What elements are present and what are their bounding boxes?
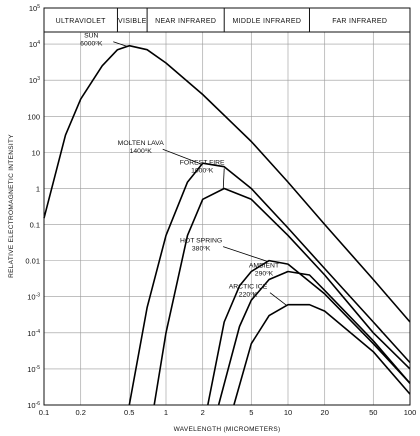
annotation-temperature: 1400oK bbox=[130, 147, 153, 156]
annotation-pointer bbox=[285, 271, 288, 273]
x-tick-label: 5 bbox=[249, 408, 253, 417]
annotation-name: SUN bbox=[84, 33, 98, 40]
annotation-pointer bbox=[222, 168, 225, 190]
plot-frame bbox=[43, 7, 411, 406]
x-tick-label: 2 bbox=[201, 408, 205, 417]
spectrum-band-header: ULTRAVIOLET VISIBLE NEAR INFRARED MIDDLE IN… bbox=[44, 8, 410, 33]
annotation-name: HOT SPRING bbox=[180, 238, 222, 245]
annotation-name: MOLTEN LAVA bbox=[118, 140, 165, 147]
y-tick-label: 0.1 bbox=[30, 221, 40, 230]
band-label: NEAR INFRARED bbox=[155, 18, 216, 25]
curve-molten-lava bbox=[128, 162, 411, 406]
annotation-name: ARCTIC ICE bbox=[229, 284, 268, 291]
curve-sun bbox=[43, 44, 411, 323]
x-tick-label: 0.2 bbox=[76, 408, 86, 417]
y-tick-label: 10 bbox=[32, 148, 40, 157]
x-tick-label: 10 bbox=[284, 408, 292, 417]
intensity-curves bbox=[43, 44, 411, 406]
annotation-temperature: 6000oK bbox=[80, 39, 103, 48]
x-tick-label: 20 bbox=[321, 408, 329, 417]
annotation-temperature: 220oK bbox=[239, 290, 258, 299]
y-tick-label: 1 bbox=[36, 184, 40, 193]
annotation-temperature: 380oK bbox=[192, 244, 211, 253]
y-tick-label: 0.01 bbox=[25, 257, 40, 266]
y-axis-label: RELATIVE ELECTROMAGNETIC INTENSITY bbox=[8, 134, 15, 278]
curve-arctic-ice bbox=[233, 303, 411, 406]
band-label: ULTRAVIOLET bbox=[56, 18, 107, 25]
y-tick-label: 10-6 bbox=[27, 401, 40, 410]
annotation-temperature: 1000oK bbox=[191, 166, 214, 175]
annotation-pointer bbox=[269, 292, 288, 307]
y-tick-label: 104 bbox=[29, 40, 40, 49]
y-tick-label: 100 bbox=[27, 112, 40, 121]
band-label: FAR INFRARED bbox=[332, 18, 387, 25]
curve-forest-fire bbox=[153, 187, 411, 406]
y-tick-label: 103 bbox=[29, 76, 40, 85]
x-tick-label: 1 bbox=[164, 408, 168, 417]
x-axis-label: WAVELENGTH (MICROMETERS) bbox=[174, 426, 281, 433]
x-tick-label: 50 bbox=[369, 408, 377, 417]
x-tick-label: 100 bbox=[404, 408, 417, 417]
annotation-name: AMBIENT bbox=[249, 263, 279, 270]
axis-tick-labels: 0.1 0.2 0.5 1 2 5 10 20 50 100 105 104 103 100 10 1 0.1 0… bbox=[25, 4, 416, 417]
annotation-pointer bbox=[113, 41, 129, 48]
x-tick-label: 0.5 bbox=[124, 408, 134, 417]
gridlines bbox=[43, 32, 411, 406]
band-label: MIDDLE INFRARED bbox=[233, 18, 302, 25]
annotation-name: FOREST FIRE bbox=[180, 159, 225, 166]
curve-ambient bbox=[217, 270, 411, 406]
y-tick-label: 10-5 bbox=[27, 365, 40, 374]
band-label: VISIBLE bbox=[118, 18, 147, 25]
x-tick-label: 0.1 bbox=[39, 408, 49, 417]
annotation-pointer bbox=[162, 148, 202, 165]
y-tick-label: 105 bbox=[29, 4, 40, 13]
annotation-pointer bbox=[222, 246, 269, 263]
y-tick-label: 10-4 bbox=[27, 329, 40, 338]
annotation-temperature: 290oK bbox=[255, 269, 274, 278]
curve-hot-spring bbox=[207, 259, 411, 406]
y-tick-label: 10-3 bbox=[27, 293, 40, 302]
